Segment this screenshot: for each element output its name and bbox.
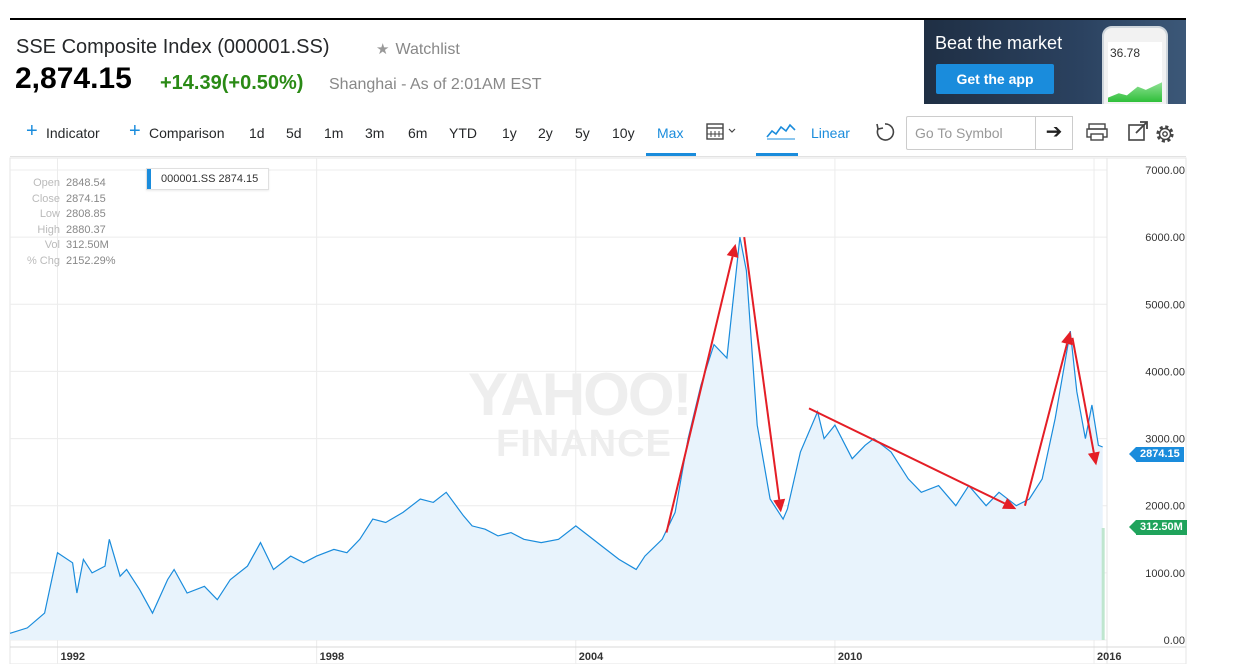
annotation-arrows	[665, 237, 1100, 533]
volume-badge: 312.50M	[1129, 520, 1187, 535]
calendar-icon[interactable]	[706, 122, 740, 142]
price-line	[9, 236, 1103, 634]
trend-arrow-head	[773, 498, 786, 513]
trend-arrow-line	[665, 256, 734, 533]
trend-arrow-head	[1087, 451, 1100, 466]
y-axis-ticks: 0.00 1000.00 2000.00 3000.00 4000.00 5000.00 6…	[1145, 165, 1185, 647]
x-axis-ticks: 1992 1998 2004 2010 2016	[61, 651, 1122, 663]
comparison-button[interactable]: Comparison	[129, 120, 225, 143]
watchlist-button[interactable]: ★ Watchlist	[376, 40, 460, 59]
chart-toolbar: Indicator Comparison 1d 5d 1m 3m 6m YTD …	[10, 112, 1186, 157]
symbol-search-input[interactable]	[906, 116, 1042, 150]
phone-value: 36.78	[1110, 46, 1141, 60]
get-app-button[interactable]: Get the app	[936, 64, 1054, 94]
watchlist-label: Watchlist	[395, 41, 460, 58]
reset-icon[interactable]	[874, 121, 896, 143]
x-tick-label: 2004	[579, 651, 604, 663]
quote-price: 2,874.15	[15, 62, 132, 95]
market-time: Shanghai - As of 2:01AM EST	[329, 76, 542, 93]
quote-name: SSE Composite Index (000001.SS)	[16, 36, 330, 58]
current-price-badge: 2874.15	[1129, 447, 1184, 462]
gear-icon[interactable]	[1154, 123, 1176, 145]
range-5y[interactable]: 5y	[575, 125, 590, 141]
popout-icon[interactable]	[1127, 120, 1149, 142]
indicator-button[interactable]: Indicator	[26, 120, 100, 143]
top-divider	[10, 18, 1186, 20]
trend-arrow-line	[1023, 343, 1068, 506]
print-icon[interactable]	[1086, 122, 1108, 142]
y-tick-label: 4000.00	[1145, 366, 1185, 378]
phone-icon: 36.78	[1102, 26, 1168, 104]
range-max[interactable]: Max	[657, 125, 684, 141]
scale-linear-button[interactable]: Linear	[811, 125, 850, 141]
series-legend-tag[interactable]: 000001.SS 2874.15	[146, 168, 270, 190]
chart-type-underline	[756, 153, 798, 156]
trend-arrow-line	[808, 407, 1006, 505]
x-tick-label: 1992	[61, 651, 85, 663]
range-1m[interactable]: 1m	[324, 125, 344, 141]
y-tick-label: 6000.00	[1145, 232, 1185, 244]
active-range-underline	[646, 153, 696, 156]
trend-arrow-head	[726, 243, 739, 258]
y-tick-label: 0.00	[1164, 635, 1185, 647]
y-tick-label: 1000.00	[1145, 568, 1185, 580]
volume-bar	[1101, 528, 1105, 640]
price-area-fill	[10, 237, 1103, 640]
ad-headline: Beat the market	[935, 33, 1063, 53]
y-tick-label: 5000.00	[1145, 299, 1185, 311]
trend-arrow-line	[743, 237, 781, 500]
range-1d[interactable]: 1d	[249, 125, 265, 141]
range-10y[interactable]: 10y	[612, 125, 635, 141]
mountain-chart-icon[interactable]	[766, 122, 796, 140]
x-tick-label: 1998	[320, 651, 344, 663]
range-1y[interactable]: 1y	[502, 125, 517, 141]
range-6m[interactable]: 6m	[408, 125, 428, 141]
range-3m[interactable]: 3m	[365, 125, 385, 141]
arrow-right-icon: ➔	[1045, 121, 1063, 143]
x-tick-label: 2010	[838, 651, 862, 663]
plot-frame	[9, 157, 1187, 664]
y-tick-label: 3000.00	[1145, 434, 1185, 446]
trend-arrow-head	[1001, 497, 1017, 510]
range-ytd[interactable]: YTD	[449, 125, 477, 141]
go-button[interactable]: ➔	[1035, 116, 1073, 150]
app-ad-banner[interactable]: Beat the market Get the app 36.78	[924, 20, 1186, 104]
y-tick-label: 2000.00	[1145, 501, 1185, 513]
y-tick-label: 7000.00	[1145, 165, 1185, 177]
range-2y[interactable]: 2y	[538, 125, 553, 141]
chevron-down-icon	[728, 128, 736, 133]
quote-change: +14.39(+0.50%)	[160, 72, 304, 94]
star-icon: ★	[376, 41, 390, 58]
x-tick-label: 2016	[1097, 651, 1121, 663]
trend-arrow-head	[1061, 331, 1073, 346]
trend-arrow-line	[1071, 337, 1095, 453]
range-5d[interactable]: 5d	[286, 125, 302, 141]
